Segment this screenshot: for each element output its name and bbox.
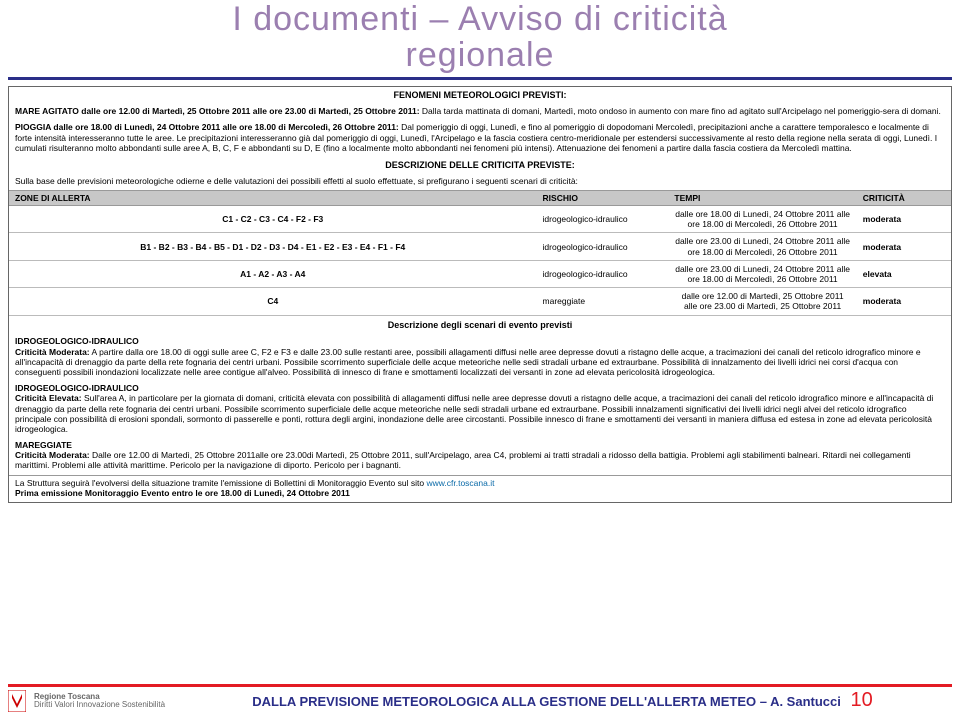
idro2-text: Sull'area A, in particolare per la giorn… (15, 393, 933, 434)
slide: I documenti – Avviso di criticità region… (0, 0, 960, 716)
cell-tempi: dalle ore 12.00 di Martedì, 25 Ottobre 2… (668, 288, 856, 315)
title-line2: regionale (406, 36, 555, 74)
table-row: C1 - C2 - C3 - C4 - F2 - F3 idrogeologic… (9, 206, 951, 233)
mar-text: Dalle ore 12.00 di Martedì, 25 Ottobre 2… (15, 450, 911, 470)
cell-zone: B1 - B2 - B3 - B4 - B5 - D1 - D2 - D3 - … (9, 233, 537, 260)
table-row: A1 - A2 - A3 - A4 idrogeologico-idraulic… (9, 260, 951, 287)
mare-text: Dalla tarda mattinata di domani, Martedì… (420, 106, 941, 116)
slide-title: I documenti – Avviso di criticità region… (8, 0, 952, 73)
col-criticita: CRITICITÀ (857, 190, 951, 205)
scenari-header: Descrizione degli scenari di evento prev… (9, 316, 951, 335)
idro2-label: Criticità Elevata: (15, 393, 82, 403)
cell-rischio: idrogeologico-idraulico (537, 260, 669, 287)
footer-text: DALLA PREVISIONE METEOROLOGICA ALLA GEST… (173, 689, 952, 712)
cell-criticita: elevata (857, 260, 951, 287)
pioggia-label: PIOGGIA dalle ore 18.00 di Lunedì, 24 Ot… (15, 122, 399, 132)
page-number: 10 (851, 689, 873, 711)
cell-tempi: dalle ore 23.00 di Lunedì, 24 Ottobre 20… (668, 233, 856, 260)
col-zone: ZONE DI ALLERTA (9, 190, 537, 205)
brand-block: Regione Toscana Diritti Valori Innovazio… (34, 693, 165, 709)
cell-zone: C1 - C2 - C3 - C4 - F2 - F3 (9, 206, 537, 233)
title-rule (8, 77, 952, 80)
pioggia-paragraph: PIOGGIA dalle ore 18.00 di Lunedì, 24 Ot… (9, 120, 951, 157)
cell-criticita: moderata (857, 288, 951, 315)
table-row: C4 mareggiate dalle ore 12.00 di Martedì… (9, 288, 951, 315)
mareggiate-block: MAREGGIATE Criticità Moderata: Dalle ore… (9, 438, 951, 475)
idro2-title: IDROGEOLOGICO-IDRAULICO (15, 383, 945, 393)
descrizione-header: DESCRIZIONE DELLE CRITICITA PREVISTE: (9, 157, 951, 174)
idro1-label: Criticità Moderata: (15, 347, 90, 357)
cfr-link[interactable]: www.cfr.toscana.it (426, 478, 494, 488)
idro1-block: IDROGEOLOGICO-IDRAULICO Criticità Modera… (9, 334, 951, 381)
mare-paragraph: MARE AGITATO dalle ore 12.00 di Martedì,… (9, 104, 951, 120)
table-header-row: ZONE DI ALLERTA RISCHIO TEMPI CRITICITÀ (9, 190, 951, 205)
criticita-table: ZONE DI ALLERTA RISCHIO TEMPI CRITICITÀ … (9, 190, 951, 316)
cell-tempi: dalle ore 23.00 di Lunedì, 24 Ottobre 20… (668, 260, 856, 287)
cell-rischio: mareggiate (537, 288, 669, 315)
regione-toscana-logo-icon (8, 690, 26, 712)
mar-label: Criticità Moderata: (15, 450, 90, 460)
title-line1: I documenti – Avviso di criticità (232, 0, 727, 38)
idro2-block: IDROGEOLOGICO-IDRAULICO Criticità Elevat… (9, 381, 951, 438)
col-rischio: RISCHIO (537, 190, 669, 205)
footer-row: Regione Toscana Diritti Valori Innovazio… (8, 689, 952, 712)
idro1-text: A partire dalla ore 18.00 di oggi sulle … (15, 347, 921, 377)
col-tempi: TEMPI (668, 190, 856, 205)
mare-label: MARE AGITATO dalle ore 12.00 di Martedì,… (15, 106, 420, 116)
cell-criticita: moderata (857, 233, 951, 260)
brand-sub: Diritti Valori Innovazione Sostenibilità (34, 701, 165, 709)
cell-rischio: idrogeologico-idraulico (537, 206, 669, 233)
mar-title: MAREGGIATE (15, 440, 945, 450)
cell-zone: C4 (9, 288, 537, 315)
cell-rischio: idrogeologico-idraulico (537, 233, 669, 260)
document-box: FENOMENI METEOROLOGICI PREVISTI: MARE AG… (8, 86, 952, 503)
footer: Regione Toscana Diritti Valori Innovazio… (8, 684, 952, 712)
cell-criticita: moderata (857, 206, 951, 233)
table-row: B1 - B2 - B3 - B4 - B5 - D1 - D2 - D3 - … (9, 233, 951, 260)
prima-emissione: Prima emissione Monitoraggio Evento entr… (15, 488, 945, 498)
struttura-block: La Struttura seguirà l'evolversi della s… (9, 475, 951, 502)
cell-tempi: dalle ore 18.00 di Lunedì, 24 Ottobre 20… (668, 206, 856, 233)
idro1-title: IDROGEOLOGICO-IDRAULICO (15, 336, 945, 346)
struttura-text: La Struttura seguirà l'evolversi della s… (15, 478, 426, 488)
cell-zone: A1 - A2 - A3 - A4 (9, 260, 537, 287)
descrizione-intro: Sulla base delle previsioni meteorologic… (9, 174, 951, 190)
fenomeni-header: FENOMENI METEOROLOGICI PREVISTI: (9, 87, 951, 104)
footer-rule (8, 684, 952, 687)
footer-caption: DALLA PREVISIONE METEOROLOGICA ALLA GEST… (252, 694, 841, 709)
